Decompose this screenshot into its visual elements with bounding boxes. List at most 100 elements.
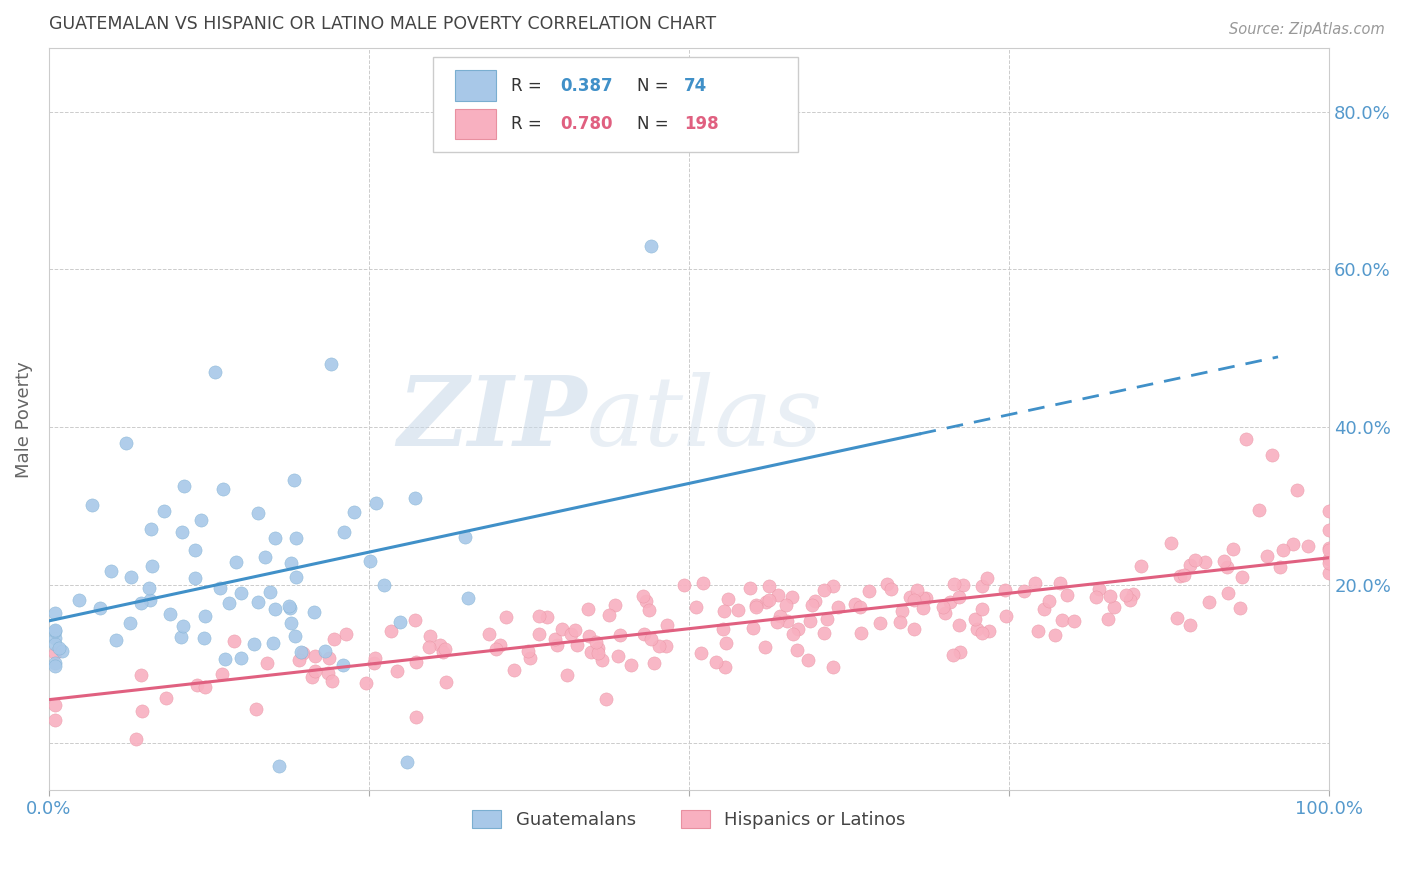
Point [821,579,844,593]
Point [994,583,1017,598]
Point [277,599,299,613]
Point [797,653,820,667]
Point [550,622,572,636]
Point [304,665,326,679]
Point [290,645,312,659]
Point [889,615,911,630]
Point [965,612,987,626]
Point [190,513,212,527]
Point [692,575,714,590]
Point [780,590,803,604]
Text: ZIP: ZIP [396,372,586,467]
Point [717,592,740,607]
Point [186,677,208,691]
Point [155,691,177,706]
Point [1216,560,1239,574]
Point [755,595,778,609]
Point [803,593,825,607]
Point [173,479,195,493]
Point [253,550,276,565]
Point [208,581,231,595]
Point [489,638,512,652]
Point [194,609,217,624]
Point [657,617,679,632]
Point [738,581,761,595]
Point [285,531,308,545]
Point [1097,612,1119,626]
Point [598,607,620,622]
Point [184,542,207,557]
Point [269,759,291,773]
Point [44,646,66,660]
Point [159,607,181,621]
Text: R =: R = [512,115,547,133]
Point [419,629,441,643]
Point [742,622,765,636]
Point [264,602,287,616]
Point [1050,613,1073,627]
Point [517,643,540,657]
Point [844,597,866,611]
Point [184,571,207,585]
Point [284,629,307,643]
Point [363,656,385,670]
Point [366,495,388,509]
Point [280,556,302,570]
Point [905,583,928,598]
Point [1247,503,1270,517]
Point [1317,504,1340,518]
Point [640,632,662,646]
Point [67,592,90,607]
Legend: Guatemalans, Hispanics or Latinos: Guatemalans, Hispanics or Latinos [465,803,912,837]
Point [631,589,654,603]
Point [222,634,245,648]
Point [745,598,768,612]
Point [1033,601,1056,615]
Point [786,642,808,657]
Point [259,585,281,599]
Point [1024,576,1046,591]
Point [849,600,872,615]
Point [1063,615,1085,629]
Point [585,635,607,649]
Point [1049,576,1071,591]
Point [711,622,734,636]
Point [880,582,903,597]
Point [609,628,631,642]
Point [966,622,988,636]
Text: 0.780: 0.780 [560,115,612,133]
Point [1166,610,1188,624]
Point [655,639,678,653]
Point [1213,554,1236,568]
Point [153,503,176,517]
Point [1180,558,1202,573]
Point [932,599,955,614]
Point [118,615,141,630]
Point [704,655,727,669]
Point [120,569,142,583]
Point [911,601,934,615]
Point [354,676,377,690]
Point [1317,542,1340,557]
Point [827,600,849,615]
Point [939,595,962,609]
Text: 0.387: 0.387 [560,77,613,95]
Point [690,646,713,660]
Point [373,578,395,592]
Point [1102,600,1125,615]
FancyBboxPatch shape [433,57,799,153]
Point [1230,570,1253,584]
Point [44,632,66,646]
Point [979,624,1001,638]
Point [579,645,602,659]
Point [603,598,626,612]
Point [1296,540,1319,554]
Point [1115,588,1137,602]
Point [1043,628,1066,642]
Point [193,632,215,646]
Point [380,624,402,639]
Point [595,692,617,706]
Point [578,629,600,643]
Point [218,597,240,611]
Point [948,618,970,632]
